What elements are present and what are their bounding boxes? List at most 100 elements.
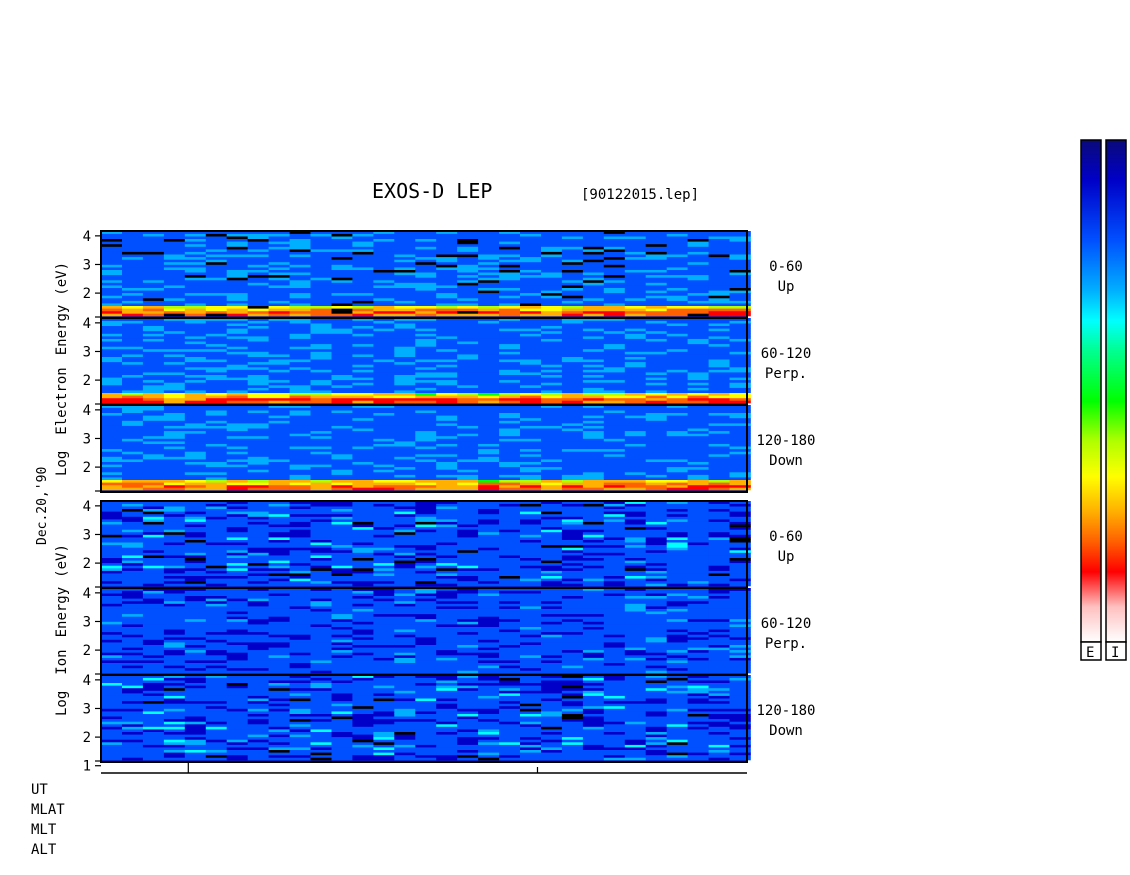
heat-cell: [142, 330, 165, 334]
heat-cell: [666, 251, 688, 255]
heat-cell: [226, 644, 248, 648]
heat-cell: [603, 608, 626, 612]
heat-cell: [247, 516, 269, 520]
heat-cell: [520, 400, 542, 404]
heat-cell: [624, 639, 647, 643]
heat-cell: [184, 420, 207, 424]
heat-cell: [624, 272, 647, 276]
heat-cell: [184, 644, 207, 648]
heat-cell: [394, 430, 416, 434]
heat-cell: [478, 568, 500, 571]
heat-cell: [122, 441, 144, 444]
heat-cell: [499, 464, 521, 468]
heat-cell: [603, 346, 626, 350]
heat-cell: [268, 328, 290, 332]
heat-cell: [331, 364, 353, 368]
heat-cell: [268, 298, 290, 301]
heat-cell: [457, 295, 479, 299]
heat-cell: [226, 531, 248, 535]
heat-cell: [478, 390, 500, 393]
heat-cell: [310, 318, 332, 321]
heat-cell: [436, 539, 458, 543]
heat-cell: [226, 310, 248, 314]
heat-cell: [603, 595, 626, 599]
heat-cell: [101, 521, 123, 525]
heat-cell: [289, 328, 311, 332]
heat-cell: [582, 420, 605, 424]
heat-cell: [436, 412, 458, 416]
heat-cell: [247, 487, 269, 491]
heat-cell: [436, 547, 458, 551]
heat-cell: [394, 359, 416, 363]
heat-cell: [163, 392, 186, 396]
heat-cell: [457, 277, 479, 281]
heat-cell: [520, 456, 542, 460]
heat-cell: [541, 580, 563, 584]
heat-cell: [268, 261, 290, 265]
heat-cell: [729, 369, 751, 373]
heat-cell: [226, 484, 248, 488]
heat-cell: [603, 318, 626, 321]
heat-cell: [289, 477, 311, 480]
heat-cell: [352, 236, 374, 239]
heat-cell: [645, 568, 667, 571]
heat-cell: [373, 660, 395, 663]
heat-cell: [310, 236, 332, 239]
heat-cell: [561, 618, 584, 622]
heat-cell: [436, 405, 458, 408]
heat-cell: [310, 243, 332, 247]
heat-cell: [373, 479, 395, 483]
heat-cell: [708, 521, 730, 525]
heat-cell: [310, 562, 332, 566]
heat-cell: [499, 618, 521, 622]
heat-cell: [352, 513, 374, 517]
heat-cell: [122, 318, 144, 321]
heat-cell: [645, 477, 667, 480]
heat-cell: [582, 318, 605, 321]
heat-cell: [520, 608, 542, 612]
heat-cell: [142, 660, 165, 663]
heat-cell: [142, 333, 165, 337]
heat-cell: [708, 385, 730, 388]
heat-cell: [101, 482, 123, 486]
heat-cell: [163, 618, 186, 622]
heat-cell: [289, 531, 311, 535]
heat-cell: [708, 395, 730, 399]
heat-cell: [708, 433, 730, 437]
heat-cell: [415, 430, 437, 434]
heat-cell: [331, 323, 353, 326]
heat-cell: [142, 259, 165, 263]
heat-cell: [352, 438, 374, 442]
heat-cell: [729, 341, 751, 345]
heat-cell: [247, 295, 269, 299]
heat-cell: [226, 521, 248, 525]
heat-cell: [541, 665, 563, 669]
heat-cell: [415, 274, 437, 278]
heat-cell: [122, 557, 144, 561]
heat-cell: [226, 539, 248, 543]
heat-cell: [205, 448, 228, 452]
heat-cell: [163, 636, 186, 640]
heat-cell: [247, 484, 269, 488]
heat-cell: [331, 305, 353, 309]
heat-cell: [142, 305, 165, 309]
heat-cell: [561, 456, 584, 460]
heat-cell: [415, 519, 437, 522]
heat-cell: [373, 565, 395, 569]
heat-cell: [205, 287, 228, 291]
heat-cell: [582, 573, 605, 576]
heat-cell: [541, 598, 563, 602]
heat-cell: [184, 251, 207, 255]
heat-cell: [666, 287, 688, 291]
heat-cell: [268, 600, 290, 604]
heat-cell: [142, 328, 165, 332]
heat-cell: [289, 501, 311, 504]
heat-cell: [226, 456, 248, 460]
heat-cell: [520, 552, 542, 556]
heat-cell: [289, 506, 311, 509]
heat-cell: [163, 506, 186, 509]
heat-cell: [666, 484, 688, 488]
heat-cell: [624, 670, 647, 674]
heat-cell: [520, 246, 542, 250]
heat-cell: [352, 639, 374, 643]
